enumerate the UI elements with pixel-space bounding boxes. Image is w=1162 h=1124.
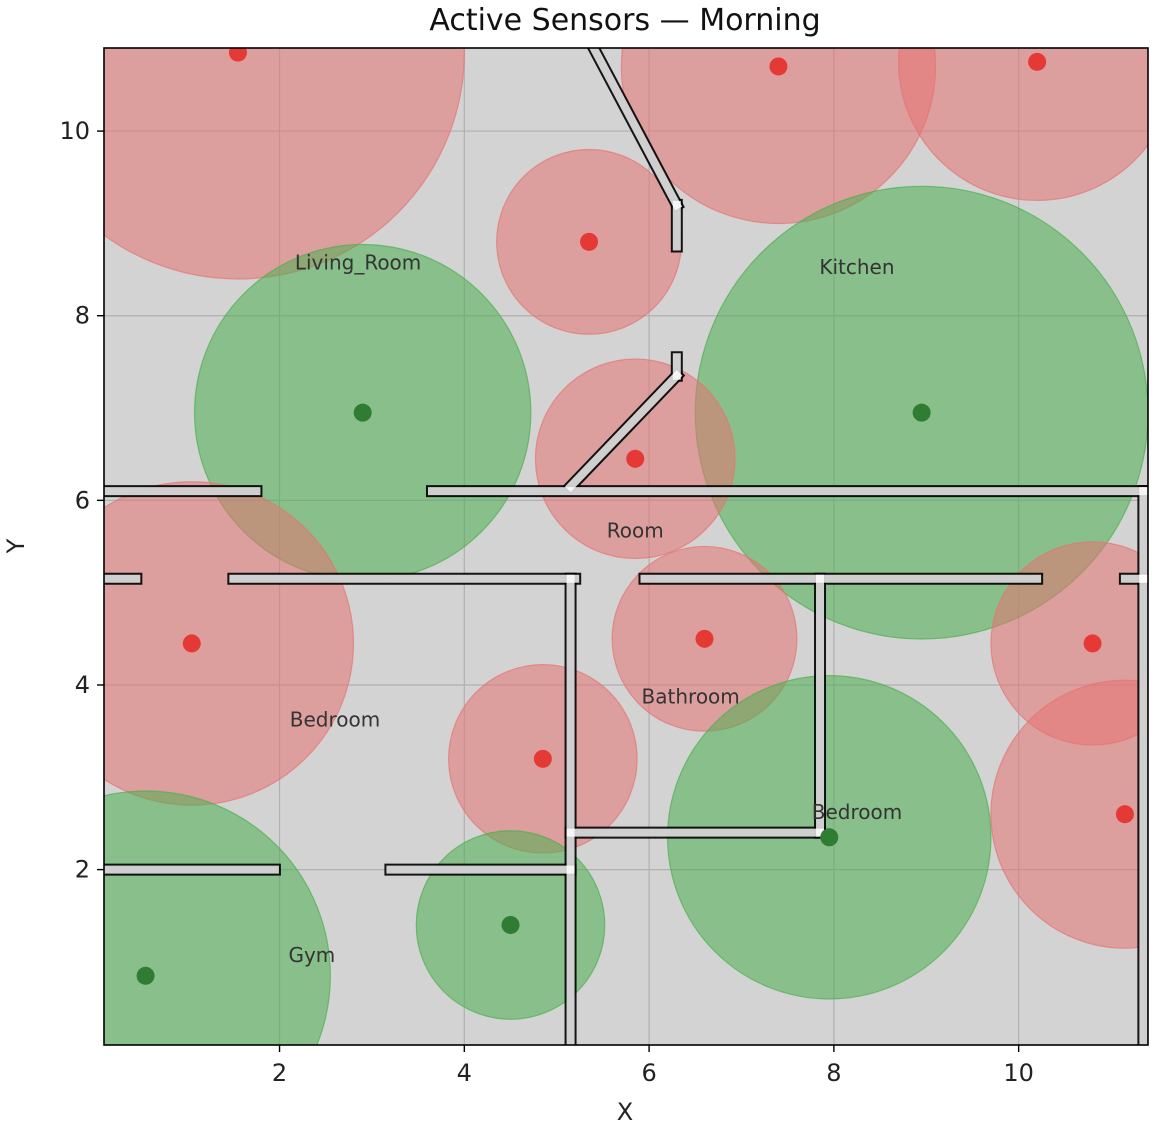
inactive-sensor-point <box>626 449 645 468</box>
inactive-sensor-point <box>1115 805 1134 824</box>
y-tick-label: 4 <box>75 671 90 699</box>
room-label: Living_Room <box>295 251 421 275</box>
inactive-sensor-coverage <box>897 48 1148 201</box>
y-tick-label: 8 <box>75 302 90 330</box>
plot-frame <box>103 47 1149 1046</box>
walls-layer <box>104 48 1148 1045</box>
room-label: Gym <box>288 943 335 967</box>
active-sensor-coverage <box>104 790 331 1045</box>
x-axis-label: X <box>617 1098 633 1124</box>
y-axis-label: Y <box>2 538 30 554</box>
active-sensor-point <box>353 403 372 422</box>
sensor-points-layer <box>136 48 1134 985</box>
x-tick-label: 4 <box>457 1059 472 1087</box>
room-label: Bedroom <box>812 800 902 824</box>
inactive-sensor-coverage <box>104 48 465 280</box>
y-tick-label: 2 <box>75 856 90 884</box>
chart-title: Active Sensors — Morning <box>429 3 820 38</box>
active-sensor-point <box>136 966 155 985</box>
x-tick-label: 6 <box>641 1059 656 1087</box>
y-tick-label: 10 <box>59 117 90 145</box>
room-label: Room <box>607 518 664 542</box>
inactive-sensor-point <box>228 48 247 62</box>
room-labels-layer: Living_Room Kitchen Room Bathroom Bedroom Bed… <box>288 251 902 967</box>
wall <box>564 370 683 493</box>
inactive-sensor-point <box>580 232 599 251</box>
inactive-sensor-coverage <box>990 679 1148 949</box>
inactive-sensor-point <box>695 629 714 648</box>
room-label: Bedroom <box>290 708 380 732</box>
room-label: Kitchen <box>819 255 894 279</box>
inactive-sensor-point <box>1028 52 1047 71</box>
room-label: Bathroom <box>642 684 740 708</box>
inactive-sensor-point <box>769 57 788 76</box>
inactive-sensor-point <box>1083 634 1102 653</box>
x-tick-label: 8 <box>826 1059 841 1087</box>
x-tick-label: 10 <box>1003 1059 1034 1087</box>
inactive-sensor-point <box>182 634 201 653</box>
y-tick-label: 6 <box>75 486 90 514</box>
axis-ticks: 2 4 6 8 10 2 4 6 8 10 <box>59 117 1033 1087</box>
active-sensor-point <box>820 828 839 847</box>
active-sensor-point <box>912 403 931 422</box>
wall <box>589 48 683 211</box>
x-tick-label: 2 <box>272 1059 287 1087</box>
active-sensor-point <box>501 915 520 934</box>
inactive-sensor-point <box>533 749 552 768</box>
